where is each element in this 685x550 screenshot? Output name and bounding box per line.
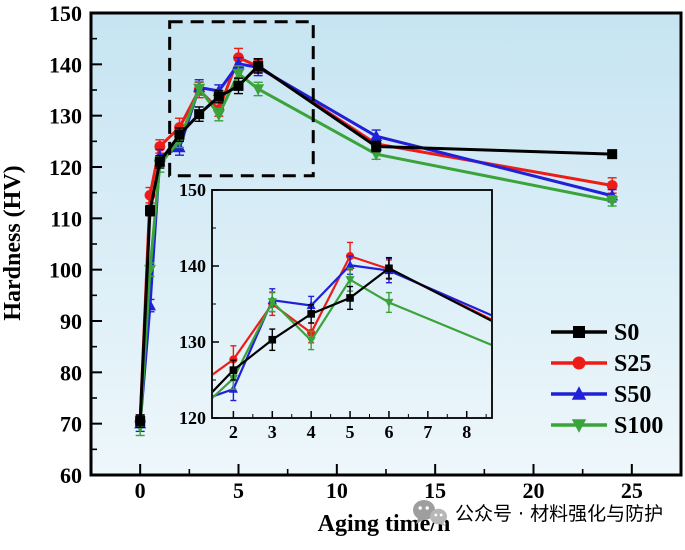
x-tick-label: 10 bbox=[326, 478, 348, 503]
x-tick-label: 0 bbox=[135, 478, 146, 503]
legend-item-S25: S25 bbox=[551, 351, 651, 377]
inset-series bbox=[213, 241, 491, 402]
x-tick-label: 25 bbox=[621, 478, 643, 503]
inset-x-tick-label: 5 bbox=[346, 422, 355, 442]
y-tick-label: 140 bbox=[49, 52, 82, 77]
series-S0 bbox=[213, 256, 491, 393]
y-tick-label: 80 bbox=[60, 360, 82, 385]
y-tick-label: 120 bbox=[49, 155, 82, 180]
y-tick-label: 60 bbox=[60, 463, 82, 488]
inset: 2 3 4 5 6 7 8 120 130 140 150 bbox=[179, 180, 493, 442]
legend-item-S50: S50 bbox=[551, 382, 651, 408]
legend-label: S0 bbox=[614, 320, 639, 346]
inset-x-tick-label: 4 bbox=[307, 422, 316, 442]
plot-area bbox=[91, 13, 681, 475]
x-tick-label: 15 bbox=[424, 478, 446, 503]
legend-item-S0: S0 bbox=[551, 320, 639, 346]
legend-label: S25 bbox=[614, 351, 651, 377]
legend-label: S100 bbox=[614, 413, 663, 439]
inset-x-tick-label: 8 bbox=[462, 422, 471, 442]
inset-y-tick-label: 150 bbox=[179, 180, 206, 200]
inset-x-tick-label: 3 bbox=[268, 422, 277, 442]
main-series bbox=[134, 47, 619, 437]
y-tick-label: 100 bbox=[49, 258, 82, 283]
legend: S0 S25 S50 S100 bbox=[551, 320, 663, 439]
series-S0 bbox=[135, 57, 618, 428]
x-tick-label: 20 bbox=[523, 478, 545, 503]
inset-x-tick-label: 7 bbox=[423, 422, 432, 442]
inset-x-tick-label: 6 bbox=[384, 422, 393, 442]
y-tick-label: 110 bbox=[50, 206, 82, 231]
legend-item-S100: S100 bbox=[551, 413, 663, 439]
y-tick-label: 90 bbox=[60, 309, 82, 334]
zoom-region-box bbox=[168, 20, 315, 178]
watermark: 公众号 · 材料强化与防护 bbox=[412, 499, 663, 526]
y-tick-label: 150 bbox=[49, 1, 82, 26]
wechat-icon bbox=[413, 500, 447, 526]
inset-y-tick-label: 140 bbox=[179, 256, 206, 276]
y-axis-title: Hardness (HV) bbox=[0, 165, 26, 321]
legend-label: S50 bbox=[614, 382, 651, 408]
y-tick-label: 70 bbox=[60, 412, 82, 437]
inset-y-tick-label: 130 bbox=[179, 332, 206, 352]
inset-frame bbox=[211, 189, 493, 419]
x-axis: 0 5 10 15 20 25 bbox=[135, 464, 643, 503]
watermark-text: 公众号 · 材料强化与防护 bbox=[455, 503, 664, 525]
plot-frame bbox=[89, 11, 683, 477]
inset-y-tick-label: 120 bbox=[179, 408, 206, 428]
x-tick-label: 5 bbox=[233, 478, 244, 503]
y-axis: 60 70 80 90 100 110 120 130 140 150 bbox=[49, 1, 102, 488]
y-tick-label: 130 bbox=[49, 104, 82, 129]
inset-x-tick-label: 2 bbox=[229, 422, 238, 442]
